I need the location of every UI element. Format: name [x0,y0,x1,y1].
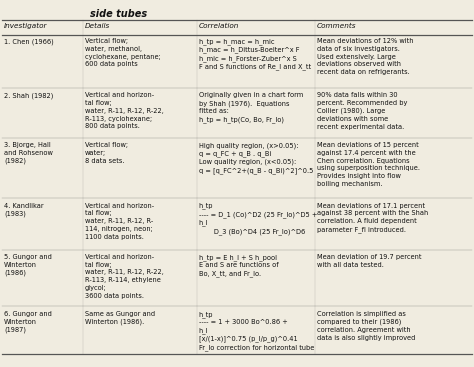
Text: Comments: Comments [317,23,356,29]
Text: h_tp = h_mac = h_mic
h_mac = h_Dittus-Boelter^x F
h_mic = h_Forster-Zuber^x S
F : h_tp = h_mac = h_mic h_mac = h_Dittus-Bo… [199,38,311,70]
Text: Correlation: Correlation [199,23,239,29]
Text: Vertical flow;
water;
8 data sets.: Vertical flow; water; 8 data sets. [85,142,128,164]
Text: Investigator: Investigator [4,23,48,29]
Text: Vertical and horizon-
tal flow;
water, R-11, R-12, R-
114, nitrogen, neon;
1100 : Vertical and horizon- tal flow; water, R… [85,203,154,240]
Text: h_tp
---- = D_1 (Co)^D2 (25 Fr_lo)^D5 +
h_l
       D_3 (Bo)^D4 (25 Fr_lo)^D6: h_tp ---- = D_1 (Co)^D2 (25 Fr_lo)^D5 + … [199,203,317,235]
Text: Same as Gungor and
Winterton (1986).: Same as Gungor and Winterton (1986). [85,311,155,325]
Text: 1. Chen (1966): 1. Chen (1966) [4,38,54,45]
Text: 5. Gungor and
Winterton
(1986): 5. Gungor and Winterton (1986) [4,254,52,276]
Text: 3. Bjorge, Hall
and Rohsenow
(1982): 3. Bjorge, Hall and Rohsenow (1982) [4,142,53,164]
Text: 2. Shah (1982): 2. Shah (1982) [4,92,54,99]
Text: Mean deviation of 19.7 percent
with all data tested.: Mean deviation of 19.7 percent with all … [317,254,421,268]
Text: Mean deviations of 15 percent
against 17.4 percent with the
Chen correlation. Eq: Mean deviations of 15 percent against 17… [317,142,420,187]
Text: 4. Kandlikar
(1983): 4. Kandlikar (1983) [4,203,44,217]
Text: Originally given in a chart form
by Shah (1976).  Equations
fitted as:
h_tp = h_: Originally given in a chart form by Shah… [199,92,303,123]
Text: Vertical and horizon-
tal flow;
water, R-11, R-12, R-22,
R-113, cyclohexane;
800: Vertical and horizon- tal flow; water, R… [85,92,164,130]
Text: Mean deviations of 17.1 percent
against 38 percent with the Shah
correlation. A : Mean deviations of 17.1 percent against … [317,203,428,233]
Text: Correlation is simplified as
compared to their (1986)
correlation. Agreement wit: Correlation is simplified as compared to… [317,311,416,341]
Text: h_tp = E h_l + S h_pool
E and S are functions of
Bo, X_tt, and Fr_lo.: h_tp = E h_l + S h_pool E and S are func… [199,254,278,277]
Text: h_tp
---- = 1 + 3000 Bo^0.86 +
h_l
[x/(1-x)]^0.75 (p_l/p_g)^0.41
Fr_lo correctio: h_tp ---- = 1 + 3000 Bo^0.86 + h_l [x/(1… [199,311,314,351]
Text: Mean deviations of 12% with
data of six investigators.
Used extensively. Large
d: Mean deviations of 12% with data of six … [317,38,414,75]
Text: 6. Gungor and
Winterton
(1987): 6. Gungor and Winterton (1987) [4,311,52,333]
Text: side tubes: side tubes [90,9,147,19]
Text: High quality region, (x>0.05):
q = q_FC + q_B . q_Bi
Low quality region, (x<0.05: High quality region, (x>0.05): q = q_FC … [199,142,313,174]
Text: Details: Details [85,23,110,29]
Text: Vertical flow;
water, methanol,
cyclohexane, pentane;
600 data points: Vertical flow; water, methanol, cyclohex… [85,38,161,68]
Text: 90% data falls within 30
percent. Recommended by
Collier (1980). Large
deviation: 90% data falls within 30 percent. Recomm… [317,92,408,130]
Text: Vertical and horizon-
tal flow;
water, R-11, R-12, R-22,
R-113, R-114, ethylene
: Vertical and horizon- tal flow; water, R… [85,254,164,299]
